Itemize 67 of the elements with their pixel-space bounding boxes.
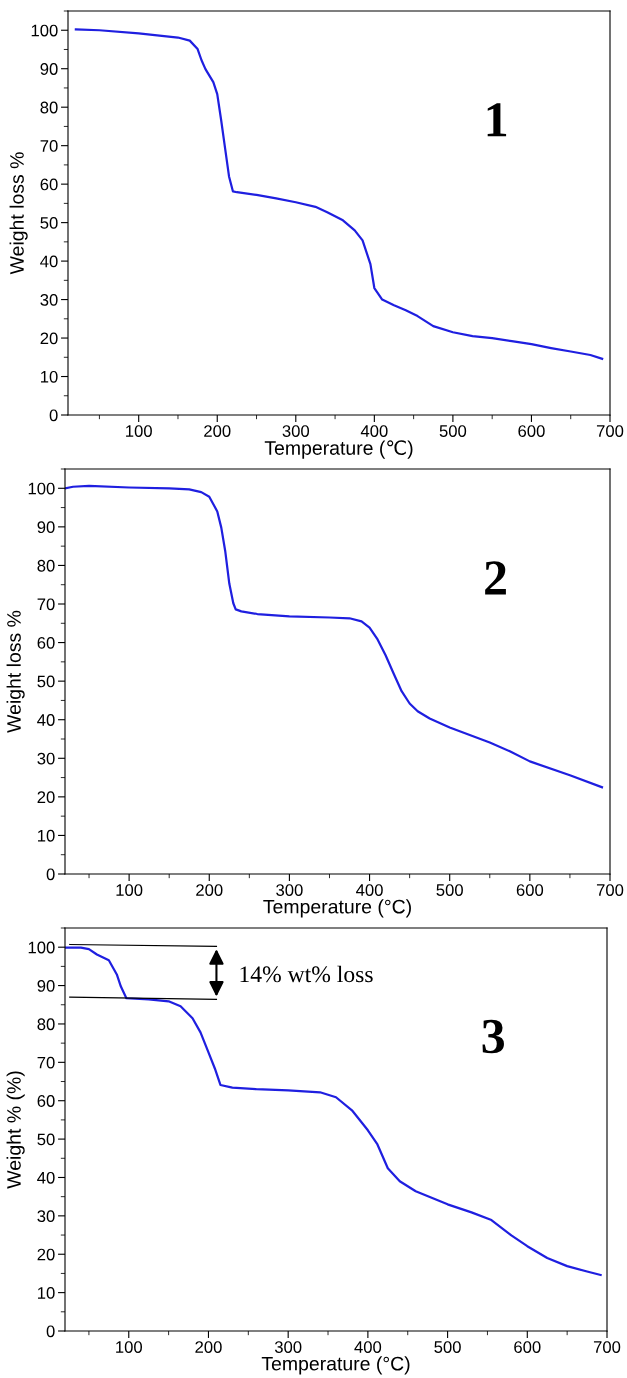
x-tick-label: 200	[204, 425, 231, 437]
y-tick-label: 70	[37, 1056, 55, 1069]
x-tick-label: 700	[596, 425, 624, 437]
x-tick-label: 400	[360, 425, 388, 437]
x-tick-label: 600	[514, 1341, 541, 1353]
annotation: 2	[485, 561, 506, 595]
x-tick-label: 700	[596, 884, 624, 896]
x-tick-label: 400	[356, 884, 383, 896]
x-tick-label: 600	[518, 425, 545, 437]
y-tick-label: 30	[37, 1210, 55, 1223]
y-tick-label: 70	[40, 140, 58, 152]
line-series	[74, 28, 604, 360]
x-axis-title: Temperature (°C)	[261, 1356, 410, 1375]
y-tick-label: 20	[37, 1248, 55, 1261]
y-axis-title: Weight loss %	[6, 610, 25, 733]
y-axis-title: Weight loss %	[9, 152, 28, 275]
x-axis-title: Temperature (℃)	[264, 440, 413, 459]
y-tick-label: 60	[37, 636, 55, 649]
y-tick-label: 40	[37, 714, 55, 726]
y-tick-label: 0	[46, 868, 55, 881]
x-axis-title: Temperature (°C)	[263, 899, 411, 918]
x-tick-label: 500	[439, 425, 467, 437]
y-tick-label: 100	[31, 24, 58, 37]
y-tick-label: 40	[40, 255, 58, 268]
annotation: 3	[482, 1019, 504, 1054]
x-tick-label: 500	[434, 1341, 461, 1353]
y-tick-label: 0	[49, 409, 58, 422]
y-tick-label: 100	[28, 941, 55, 954]
x-tick-label: 300	[274, 1341, 302, 1353]
y-tick-label: 10	[38, 829, 55, 842]
y-tick-label: 80	[40, 101, 58, 114]
y-tick-label: 50	[37, 675, 55, 688]
x-tick-label: 500	[436, 884, 463, 896]
line-series	[65, 946, 602, 1277]
x-tick-label: 600	[516, 884, 544, 896]
y-tick-label: 30	[37, 752, 55, 765]
y-tick-label: 60	[37, 1095, 55, 1107]
x-tick-label: 100	[116, 884, 143, 896]
y-tick-label: 30	[40, 293, 58, 306]
y-tick-label: 80	[37, 559, 55, 572]
annotation: 1	[487, 103, 507, 137]
y-tick-label: 20	[40, 332, 58, 345]
y-axis-title: Weight % (%)	[6, 1071, 25, 1189]
x-tick-label: 400	[354, 1341, 382, 1353]
x-tick-label: 300	[276, 884, 303, 896]
y-tick-label: 60	[40, 178, 58, 191]
y-tick-label: 10	[41, 370, 58, 383]
y-tick-label: 40	[37, 1171, 55, 1184]
x-tick-label: 100	[116, 1341, 143, 1353]
y-tick-label: 50	[37, 1133, 55, 1146]
y-tick-label: 70	[37, 598, 55, 611]
line-series	[65, 484, 604, 789]
y-tick-label: 90	[37, 521, 55, 534]
x-tick-label: 200	[195, 1341, 222, 1353]
y-tick-label: 20	[37, 791, 55, 804]
y-tick-label: 90	[37, 979, 55, 992]
y-tick-label: 50	[40, 217, 58, 229]
y-tick-label: 0	[46, 1325, 55, 1338]
x-tick-label: 100	[126, 425, 152, 437]
x-tick-label: 300	[282, 425, 310, 437]
x-tick-label: 700	[593, 1341, 621, 1353]
y-tick-label: 90	[40, 63, 58, 75]
annotation: 14% wt% loss	[240, 965, 373, 983]
y-tick-label: 10	[38, 1287, 55, 1299]
y-tick-label: 80	[37, 1018, 55, 1031]
y-tick-label: 100	[28, 482, 55, 495]
x-tick-label: 200	[196, 884, 223, 896]
